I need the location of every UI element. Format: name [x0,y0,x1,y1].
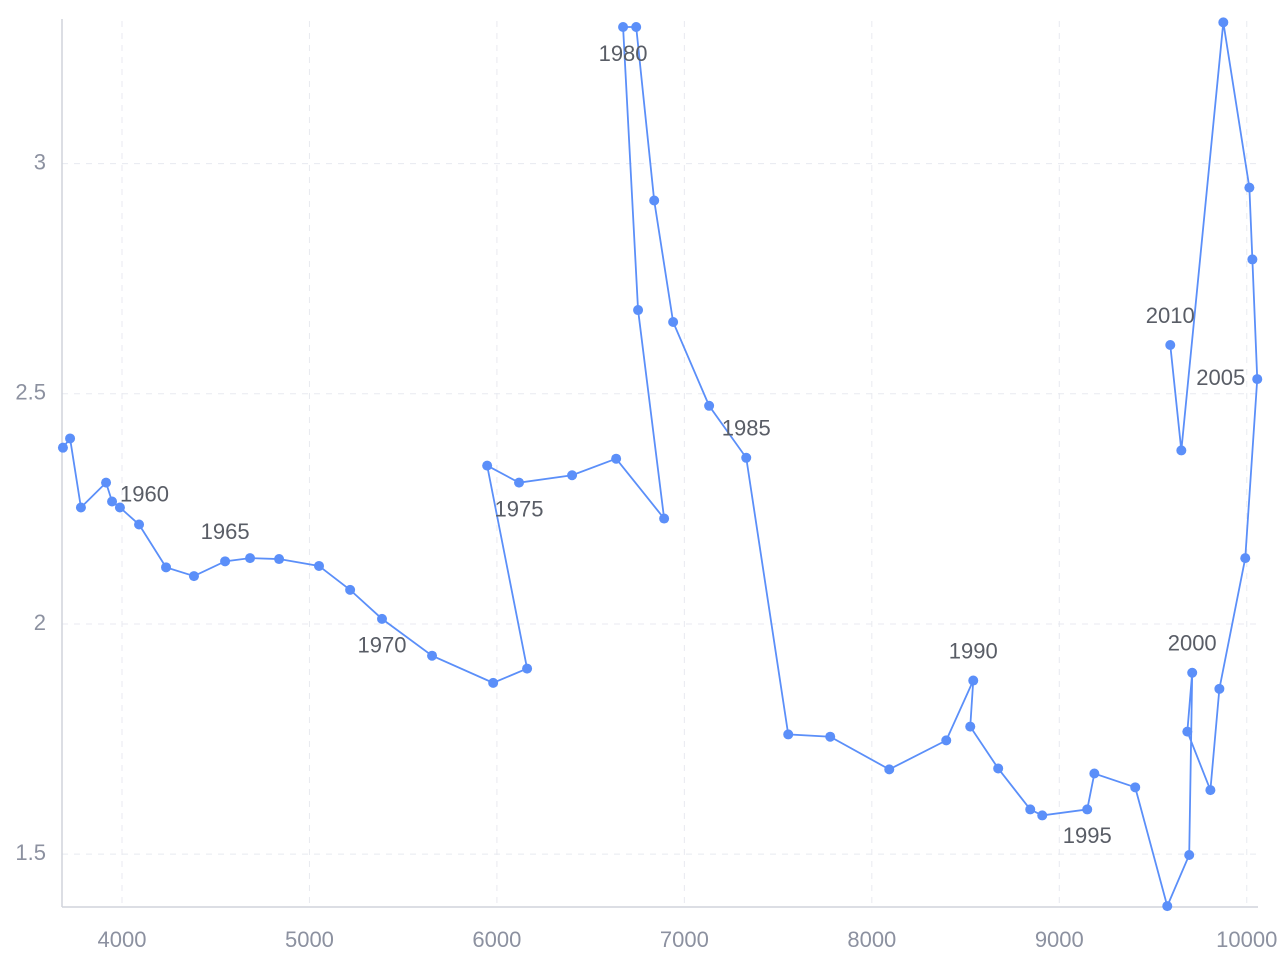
point [633,305,644,316]
y-tick-label: 2.5 [15,380,46,405]
line [62,22,1259,909]
point [75,502,86,513]
point-label: 2005 [1196,365,1245,390]
point [514,477,525,488]
point [741,452,752,463]
point [1240,553,1251,564]
point [704,400,715,411]
point [668,317,679,328]
point-label: 1985 [722,416,771,441]
point [114,502,125,513]
point [274,554,285,565]
point-label: 2000 [1168,631,1217,656]
point [134,519,145,530]
point [376,613,387,624]
point [1025,804,1036,815]
point [1089,768,1100,779]
point [1130,782,1141,793]
point [649,195,660,206]
point [825,731,836,742]
point [659,513,670,524]
x-tick-label: 10000 [1216,927,1277,952]
point [1187,667,1198,678]
point [993,763,1004,774]
point [1244,182,1255,193]
point [345,584,356,595]
point [1037,810,1048,821]
point-label: 1980 [599,41,648,66]
point [1165,340,1176,351]
point-label: 1970 [358,633,407,658]
point [482,460,493,471]
point [488,677,499,688]
point-label: 2010 [1146,303,1195,328]
point [618,21,629,32]
point-label: 1990 [949,638,998,663]
y-tick-label: 3 [34,149,46,174]
x-tick-label: 4000 [98,927,147,952]
point [631,21,642,32]
point [57,442,68,453]
point [107,496,118,507]
point [1082,804,1093,815]
point [161,562,172,573]
point [965,721,976,732]
x-tick-label: 8000 [847,927,896,952]
point [188,571,199,582]
y-tick-label: 1.5 [15,840,46,865]
point [101,477,112,488]
point [314,560,325,571]
point [220,556,231,567]
x-tick-label: 5000 [285,927,334,952]
x-tick-label: 9000 [1035,927,1084,952]
point [1218,17,1229,28]
x-tick-label: 7000 [660,927,709,952]
point [1205,785,1216,796]
point-label: 1965 [201,519,250,544]
point [1214,683,1225,694]
point [65,433,76,444]
point [611,453,622,464]
point [1162,901,1173,912]
point [1252,374,1263,385]
point-label: 1975 [495,496,544,521]
point [1247,254,1258,265]
point [1182,726,1193,737]
point [427,650,438,661]
point [884,764,895,775]
point-label: 1960 [120,481,169,506]
point [1176,445,1187,456]
x-tick-label: 6000 [472,927,521,952]
point [245,553,256,564]
point [1184,849,1195,860]
point [783,729,794,740]
point [968,675,979,686]
point [941,735,952,746]
point [522,663,533,674]
point-label: 1995 [1063,823,1112,848]
y-tick-label: 2 [34,610,46,635]
point [567,470,578,481]
